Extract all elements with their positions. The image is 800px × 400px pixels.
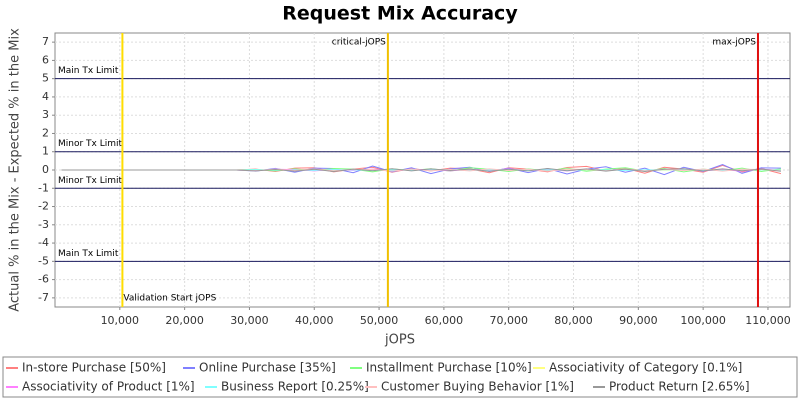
legend-label: In-store Purchase [50%] — [22, 361, 166, 375]
y-axis-label: Actual % in the Mix - Expected % in the … — [8, 28, 23, 312]
y-tick-label: -3 — [38, 218, 49, 231]
series-line — [61, 168, 781, 172]
x-axis-label: jOPS — [384, 333, 415, 348]
x-tick-label: 110,000 — [745, 314, 791, 327]
legend-label: Product Return [2.65%] — [609, 380, 750, 394]
chart-title: Request Mix Accuracy — [282, 3, 518, 25]
y-tick-label: 3 — [42, 108, 49, 121]
y-tick-label: -1 — [38, 181, 49, 194]
x-tick-label: 10,000 — [101, 314, 140, 327]
x-tick-label: 100,000 — [680, 314, 726, 327]
y-tick-label: -7 — [38, 291, 49, 304]
y-tick-label: 6 — [42, 53, 49, 66]
legend-label: Customer Buying Behavior [1%] — [381, 380, 574, 394]
x-tick-label: 60,000 — [425, 314, 464, 327]
legend-label: Online Purchase [35%] — [199, 361, 336, 375]
y-tick-label: -2 — [38, 200, 49, 213]
legend-label: Associativity of Product [1%] — [22, 380, 195, 394]
legend-label: Associativity of Category [0.1%] — [549, 361, 742, 375]
y-tick-label: -6 — [38, 273, 49, 286]
x-tick-label: 40,000 — [295, 314, 334, 327]
y-tick-label: 4 — [42, 90, 49, 103]
y-tick-label: 7 — [42, 35, 49, 48]
marker-label: max-jOPS — [712, 38, 756, 48]
limit-label: Minor Tx Limit — [58, 176, 123, 186]
x-tick-label: 30,000 — [230, 314, 269, 327]
x-tick-label: 80,000 — [554, 314, 593, 327]
x-tick-label: 90,000 — [619, 314, 658, 327]
legend — [2, 356, 798, 398]
legend-label: Business Report [0.25%] — [221, 380, 369, 394]
y-tick-label: 1 — [42, 145, 49, 158]
x-tick-label: 50,000 — [360, 314, 399, 327]
y-tick-label: 2 — [42, 126, 49, 139]
y-tick-label: -5 — [38, 254, 49, 267]
x-tick-label: 70,000 — [489, 314, 528, 327]
legend-label: Installment Purchase [10%] — [366, 361, 532, 375]
y-tick-label: -4 — [38, 236, 49, 249]
limit-label: Main Tx Limit — [58, 66, 119, 76]
marker-label: critical-jOPS — [332, 38, 386, 48]
x-tick-label: 20,000 — [165, 314, 204, 327]
y-tick-label: 5 — [42, 72, 49, 85]
limit-label: Main Tx Limit — [58, 249, 119, 259]
marker-label: Validation Start jOPS — [123, 294, 216, 304]
y-tick-label: 0 — [42, 163, 49, 176]
limit-label: Minor Tx Limit — [58, 139, 123, 149]
